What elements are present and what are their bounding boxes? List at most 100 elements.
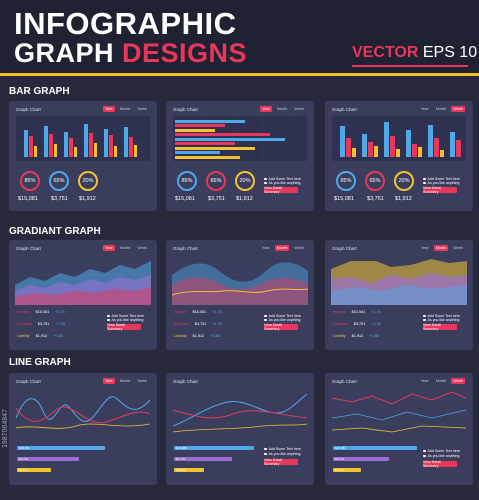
hbar-plot <box>173 116 307 161</box>
stat-circle: 20% <box>235 171 255 191</box>
card-title: Graph Chart <box>332 107 357 112</box>
bullet-text: Add Some Text here <box>423 177 461 181</box>
tab-year[interactable]: Year <box>103 106 115 112</box>
card-tabs: Year Month Week <box>103 106 149 112</box>
bar-plot <box>16 116 150 161</box>
stat-value: $1,912 <box>236 196 253 202</box>
legend-row: Liability $1,912 +0.88 <box>174 334 220 338</box>
tab-week[interactable]: Week <box>294 246 304 250</box>
bullet-text: As you like anything <box>423 454 460 458</box>
value-bar: $1,912 <box>17 468 51 472</box>
card-tabs: Year Month Week <box>419 378 465 384</box>
line-plot <box>332 388 466 436</box>
bullet-text: As you like anything <box>107 318 144 322</box>
legend-row: Income $15,081 +1.76 <box>17 310 65 314</box>
tab-week[interactable]: Week <box>137 246 147 250</box>
bullet-text: As you like anything <box>264 318 301 322</box>
bullet-text: As you like anything <box>423 181 460 185</box>
view-summary-button[interactable]: View Detail Summary <box>423 323 457 331</box>
area-plot <box>15 255 151 305</box>
tab-year[interactable]: Year <box>421 246 429 250</box>
stat-circle: 85% <box>336 171 356 191</box>
stat-value: $3,751 <box>367 196 384 202</box>
tab-week[interactable]: Week <box>451 106 465 112</box>
legend-row: Liability $1,912 +0.88 <box>17 334 63 338</box>
tab-month[interactable]: Month <box>119 379 131 383</box>
tab-month[interactable]: Month <box>435 107 447 111</box>
bullet-text: Add Some Text here <box>264 447 302 451</box>
stat-value: $3,751 <box>51 196 68 202</box>
view-summary-button[interactable]: View Detail Summary <box>107 323 141 331</box>
legend-row: Income $15,081 +1.76 <box>333 310 381 314</box>
card-title: Graph Chart <box>16 379 41 384</box>
stat-circle: 20% <box>78 171 98 191</box>
bullet-text: Add Some Text here <box>423 449 461 453</box>
value-bar: $3,751 <box>174 457 232 461</box>
tab-month[interactable]: Month <box>435 379 447 383</box>
value-bar: $1,912 <box>174 468 204 472</box>
stat-circle: 20% <box>394 171 414 191</box>
bullet-text: As you like anything <box>264 181 301 185</box>
bar-plot <box>332 116 466 161</box>
stat-value: $15,081 <box>175 196 195 202</box>
tab-month[interactable]: Month <box>433 245 449 251</box>
line-card-1: Graph Chart Year Month Week $15,081 $3,7… <box>9 373 157 485</box>
card-title: Graph Chart <box>173 246 198 251</box>
line-plot <box>16 388 150 436</box>
vector-label: VECTOR EPS 10 <box>352 44 478 61</box>
section-line-graph: LINE GRAPH <box>9 357 71 368</box>
bullet-text: Add Some Text here <box>264 177 302 181</box>
tab-year[interactable]: Year <box>260 106 272 112</box>
card-title: Graph Chart <box>16 107 41 112</box>
bullet-text: Add Some Text here <box>264 314 302 318</box>
tab-year[interactable]: Year <box>103 378 115 384</box>
tab-month[interactable]: Month <box>119 107 131 111</box>
value-bar: $1,912 <box>333 468 361 472</box>
legend-row: Income $15,081 +1.76 <box>174 310 222 314</box>
section-gradient-graph: GRADIANT GRAPH <box>9 226 101 237</box>
bullet-text: As you like anything <box>423 318 460 322</box>
bullet-text: As you like anything <box>264 452 301 456</box>
view-summary-button[interactable]: View Detail Summary <box>264 186 298 194</box>
vector-underline <box>352 65 468 67</box>
legend-row: Liability $1,912 +0.88 <box>333 334 379 338</box>
stat-circle: 65% <box>206 171 226 191</box>
tab-week[interactable]: Week <box>451 378 465 384</box>
tab-year[interactable]: Year <box>103 245 115 251</box>
tab-month[interactable]: Month <box>276 107 288 111</box>
legend-row: Expense $3,751 +1.39 <box>17 322 66 326</box>
view-summary-button[interactable]: View Detail Summary <box>264 458 298 466</box>
tab-year[interactable]: Year <box>421 379 429 383</box>
bullet-text: Add Some Text here <box>107 314 145 318</box>
card-title: Graph Chart <box>332 246 357 251</box>
value-bar: $3,751 <box>17 457 79 461</box>
tab-year[interactable]: Year <box>421 107 429 111</box>
tab-year[interactable]: Year <box>262 246 270 250</box>
card-title: Graph Chart <box>173 379 198 384</box>
view-summary-button[interactable]: View Detail Summary <box>423 186 457 194</box>
watermark-id: 1987064847 <box>2 409 9 449</box>
value-bar: $3,751 <box>333 457 389 461</box>
tab-month[interactable]: Month <box>274 245 290 251</box>
stat-circle: 65% <box>49 171 69 191</box>
tab-week[interactable]: Week <box>453 246 463 250</box>
value-bar: $15,081 <box>17 446 105 450</box>
stat-value: $1,912 <box>79 196 96 202</box>
bar-card-3: Graph Chart Year Month Week 85% 65% 20% … <box>325 101 473 211</box>
card-title: Graph Chart <box>332 379 357 384</box>
view-summary-button[interactable]: View Detail Summary <box>264 323 298 331</box>
card-tabs: Year Month Week <box>260 245 306 251</box>
tab-month[interactable]: Month <box>119 246 131 250</box>
tab-week[interactable]: Week <box>137 379 147 383</box>
line-plot <box>173 388 307 436</box>
gradient-card-3: Graph Chart Year Month Week Income $15,08… <box>325 240 473 350</box>
bullet-text: Add Some Text here <box>423 314 461 318</box>
tab-week[interactable]: Week <box>294 107 304 111</box>
view-summary-button[interactable]: View Detail Summary <box>423 460 457 468</box>
line-card-2: Graph Chart $15,081 $3,751 $1,912 Add So… <box>166 373 314 485</box>
legend-row: Expense $3,751 +1.39 <box>333 322 382 326</box>
stat-value: $15,081 <box>18 196 38 202</box>
value-bar: $15,081 <box>333 446 417 450</box>
stat-value: $1,912 <box>395 196 412 202</box>
tab-week[interactable]: Week <box>137 107 147 111</box>
